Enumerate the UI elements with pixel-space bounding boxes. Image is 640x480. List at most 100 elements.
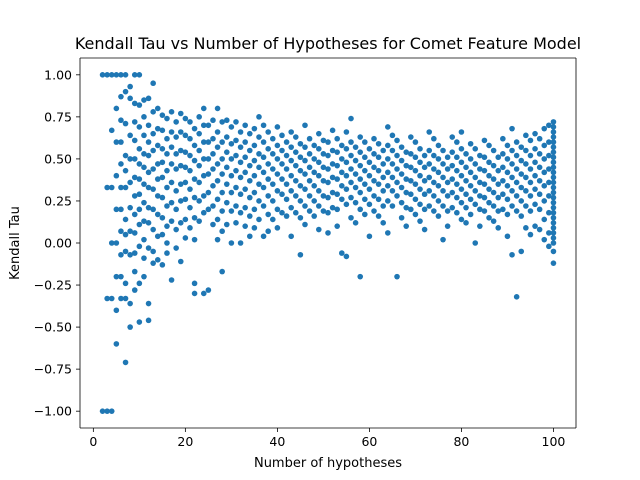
data-point [164,167,170,174]
data-point [518,198,525,204]
data-point [145,300,152,307]
data-point [205,156,212,162]
data-point [329,161,336,167]
data-point [467,196,474,203]
data-point [228,124,235,130]
data-point [394,273,400,280]
data-point [532,223,538,229]
data-point [352,184,359,191]
data-point [444,179,451,186]
data-point [472,240,479,246]
data-point [375,196,382,203]
data-point [251,142,258,149]
data-point [463,177,469,184]
data-point [196,179,202,186]
data-point [375,181,382,187]
data-point [168,218,175,224]
data-point [251,225,258,231]
data-point [403,149,410,155]
data-point [536,177,543,184]
data-point [279,147,285,154]
data-point [380,203,387,209]
data-point [168,199,175,206]
data-point [118,161,124,167]
data-point [196,162,202,169]
data-point [329,147,336,154]
data-point [260,122,267,129]
data-point [509,125,515,132]
data-point [297,251,304,258]
data-point [113,172,120,179]
data-point [182,164,189,171]
data-point [168,109,175,115]
data-point [150,109,156,115]
data-point [122,88,129,95]
data-point [173,245,179,251]
data-point [113,273,120,280]
data-point [550,225,557,231]
data-point [256,134,262,140]
data-point [196,218,202,224]
data-point [550,144,557,150]
data-point [182,216,189,223]
data-point [513,208,520,214]
data-point [362,139,368,145]
data-point [242,223,248,229]
data-point [394,166,400,172]
data-point [550,189,557,196]
data-point [283,181,290,187]
data-point [150,186,156,192]
data-point [118,251,124,258]
data-point [187,152,193,159]
chart-title: Kendall Tau vs Number of Hypotheses for … [75,34,581,53]
data-point [495,167,502,174]
data-point [527,231,534,238]
data-point [412,154,419,161]
data-point [380,220,387,226]
data-point [141,181,147,187]
data-point [389,188,396,194]
data-point [426,161,433,167]
data-point [145,220,152,226]
data-point [362,181,368,187]
data-point [550,199,557,206]
data-point [297,154,304,161]
data-point [325,209,331,216]
data-point [467,140,474,147]
data-point [431,135,437,142]
data-point [362,196,368,203]
data-point [118,139,124,145]
data-point [219,208,225,214]
data-point [541,169,548,176]
data-point [329,189,336,196]
y-axis-label: Kendall Tau [8,206,23,280]
data-point [532,186,538,192]
data-point [490,189,497,196]
data-point [118,117,124,124]
data-point [348,152,354,159]
data-point [500,151,506,157]
data-point [426,129,433,135]
data-point [389,147,396,154]
data-point [472,146,479,152]
data-point [306,151,313,157]
y-tick-label: 0.25 [44,193,72,208]
data-point [182,115,189,122]
data-point [182,149,189,155]
data-point [214,161,221,167]
y-tick-label: −0.75 [34,362,72,377]
data-point [325,230,331,236]
data-point [458,216,465,223]
data-point [467,156,474,162]
data-point [274,225,281,231]
data-point [223,181,230,187]
data-point [329,204,336,211]
data-point [467,211,474,218]
data-point [398,214,405,221]
data-point [398,199,405,206]
data-point [269,216,276,223]
data-point [495,225,502,231]
data-point [532,172,538,179]
data-point [136,243,143,250]
data-point [343,201,350,208]
